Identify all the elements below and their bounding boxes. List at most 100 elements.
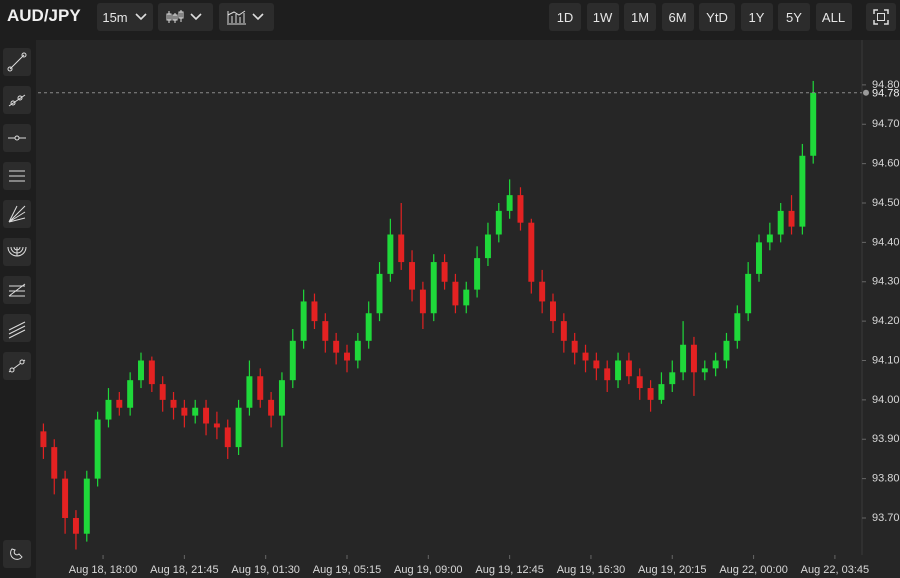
candle-body — [756, 242, 762, 274]
magnet-tool[interactable] — [3, 540, 31, 568]
candle-body — [83, 478, 90, 534]
y-tick-label: 94.30 — [872, 276, 900, 288]
y-tick-label: 93.90 — [872, 433, 900, 445]
symbol[interactable]: AUD/JPY — [7, 6, 81, 25]
candle-body — [441, 262, 448, 282]
candle-body — [636, 376, 643, 389]
candle-body — [268, 399, 275, 416]
candle-body — [810, 92, 817, 156]
candle-body — [365, 313, 372, 341]
indicator-icon — [226, 10, 264, 25]
toolbar: AUD/JPY 15m 1D 1W 1M 6M YtD 1Y 5Y ALL — [0, 0, 900, 34]
tool-icon — [10, 548, 23, 560]
candle-body — [690, 344, 697, 373]
range-button[interactable]: 1M — [624, 3, 656, 31]
tool-icon — [8, 283, 26, 297]
candle-body — [203, 407, 210, 424]
candle-body — [127, 380, 134, 408]
candle-body — [311, 301, 318, 322]
x-tick-label: Aug 18, 18:00 — [69, 564, 138, 576]
candle-body — [419, 289, 426, 314]
channel-tool[interactable] — [3, 162, 31, 190]
ray-tool[interactable] — [3, 86, 31, 114]
y-tick-label: 94.80 — [872, 79, 900, 91]
candle-body — [170, 399, 177, 408]
trend-line-tool[interactable] — [3, 48, 31, 76]
candle-body — [246, 376, 253, 408]
candle-body — [300, 301, 307, 341]
arc-tool[interactable] — [3, 238, 31, 266]
candle-body — [712, 360, 719, 369]
candle-body — [734, 313, 741, 341]
candle-body — [213, 423, 220, 428]
candle-body — [604, 368, 611, 381]
candle-body — [788, 210, 795, 227]
horizontal-line-tool[interactable] — [3, 124, 31, 152]
range-button[interactable]: 5Y — [778, 3, 810, 31]
fan-tool[interactable] — [3, 200, 31, 228]
measure-tool[interactable] — [3, 352, 31, 380]
y-tick-label: 94.10 — [872, 354, 900, 366]
tool-icon — [7, 246, 27, 257]
fullscreen-icon — [873, 9, 889, 25]
range-button[interactable]: 1W — [586, 3, 619, 31]
x-tick-label: Aug 19, 20:15 — [638, 564, 707, 576]
candle-body — [94, 419, 101, 479]
candle-body — [409, 262, 416, 290]
candle-body — [593, 360, 600, 369]
range-button[interactable]: YtD — [699, 3, 735, 31]
candle-body — [333, 340, 340, 353]
candle-body — [148, 360, 155, 385]
y-tick-label: 93.70 — [872, 512, 900, 524]
tool-icon — [8, 94, 26, 107]
candle-body — [105, 399, 112, 420]
candle-body — [669, 372, 676, 385]
range-button[interactable]: 6M — [661, 3, 694, 31]
chevron — [135, 13, 147, 21]
candle-body — [777, 210, 784, 235]
candle-body — [387, 234, 394, 274]
indicators-button[interactable] — [219, 3, 274, 31]
range-button[interactable]: 1Y — [740, 3, 773, 31]
y-tick-label: 94.40 — [872, 236, 900, 248]
x-tick-label: Aug 19, 16:30 — [557, 564, 626, 576]
candle-body — [495, 210, 502, 235]
last-price-dot — [863, 89, 869, 96]
candle-body — [658, 384, 665, 400]
candle-body — [625, 360, 632, 377]
pitchfork-tool[interactable] — [3, 314, 31, 342]
candle-body — [376, 273, 383, 314]
candle-body — [506, 195, 513, 211]
candle-body — [72, 517, 79, 534]
chart-type-button[interactable] — [158, 3, 213, 31]
tool-icon — [8, 321, 26, 339]
candle-body — [701, 368, 708, 373]
candle-body — [181, 407, 188, 416]
candle-body — [398, 234, 405, 263]
candle-body — [192, 407, 199, 416]
candle-body — [138, 360, 144, 381]
tool-icon — [8, 205, 26, 223]
y-tick-label: 94.70 — [872, 118, 900, 130]
candle-body — [224, 427, 231, 448]
x-tick-label: Aug 22, 00:00 — [719, 564, 788, 576]
candle-body — [474, 258, 481, 290]
fullscreen-button[interactable] — [866, 3, 896, 31]
candle-body — [116, 399, 123, 408]
candle-body — [528, 222, 535, 282]
y-tick-label: 94.20 — [872, 315, 900, 327]
range-button[interactable]: ALL — [815, 3, 852, 31]
fib-tool[interactable] — [3, 276, 31, 304]
candle-body — [354, 340, 361, 361]
candle-body — [322, 321, 329, 341]
interval-button[interactable]: 15m — [97, 3, 153, 31]
y-tick-label: 94.00 — [872, 394, 900, 406]
candle-body — [680, 344, 687, 373]
x-tick-label: Aug 19, 09:00 — [394, 564, 463, 576]
range-button[interactable]: 1D — [549, 3, 581, 31]
candle-body — [235, 407, 242, 448]
tool-icon — [9, 170, 25, 182]
candle-icon — [166, 10, 202, 23]
